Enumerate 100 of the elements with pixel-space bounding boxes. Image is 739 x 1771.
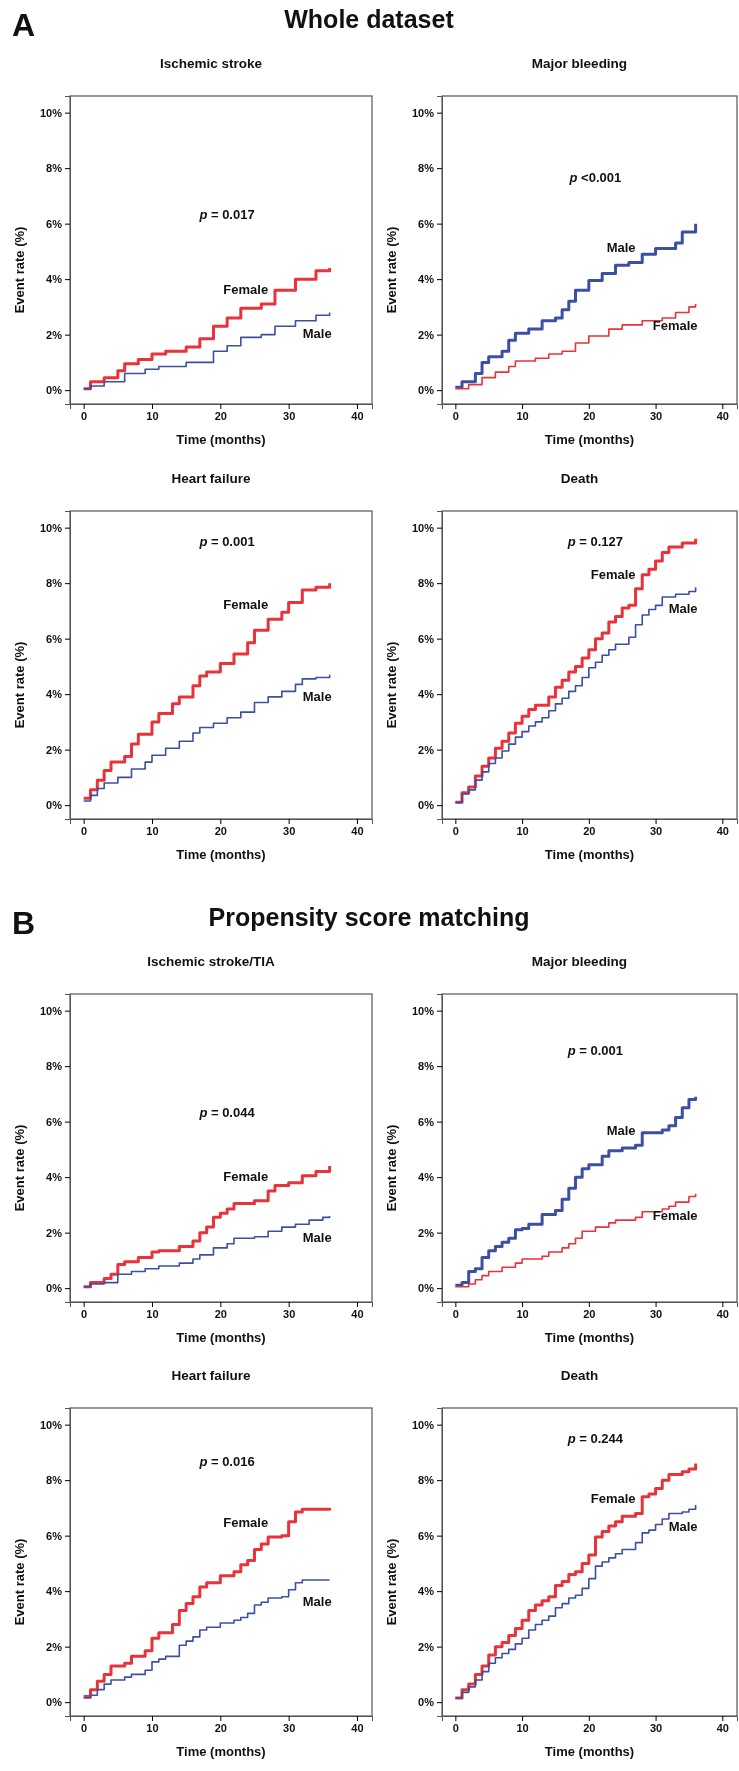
annotation: p = 0.016: [198, 1453, 255, 1469]
y-axis-title: Event rate (%): [12, 1124, 27, 1212]
y-axis-title: Event rate (%): [384, 226, 399, 314]
series-label: Female: [590, 566, 636, 582]
series-label: Female: [652, 318, 698, 334]
x-tick-label: 10: [516, 824, 529, 837]
x-tick-label: 20: [583, 824, 596, 837]
series-label: Male: [606, 1123, 636, 1139]
x-axis-title: Time (months): [544, 432, 635, 447]
y-tick-label: 4%: [46, 273, 63, 286]
x-tick-label: 30: [649, 1307, 663, 1320]
x-tick-label: 0: [81, 409, 88, 422]
text: B: [12, 905, 36, 941]
y-tick-label: 0%: [418, 1282, 435, 1295]
y-tick-label: 4%: [418, 273, 435, 286]
x-axis-title: Time (months): [544, 1744, 635, 1759]
x-tick-label: 40: [716, 1721, 729, 1734]
y-tick-label: 8%: [46, 1060, 63, 1073]
y-tick-label: 0%: [46, 1696, 63, 1709]
y-tick-label: 8%: [418, 1474, 435, 1487]
x-tick-label: 0: [81, 1721, 88, 1734]
x-tick-label: 30: [283, 1721, 296, 1734]
y-tick-label: 6%: [46, 217, 63, 230]
x-tick-label: 40: [351, 1721, 364, 1734]
x-axis-title: Time (months): [544, 847, 635, 862]
y-tick-label: 2%: [46, 328, 63, 341]
x-axis-title: Time (months): [544, 1330, 635, 1345]
series-label: Male: [606, 240, 636, 256]
series-label: Male: [302, 326, 332, 342]
y-tick-label: 0%: [46, 799, 63, 812]
y-tick-label: 4%: [46, 1585, 63, 1598]
y-tick-label: 0%: [418, 384, 435, 397]
y-tick-label: 2%: [418, 1640, 435, 1653]
y-tick-label: 4%: [46, 688, 63, 701]
x-tick-label: 30: [283, 409, 296, 422]
series-label: Female: [223, 1169, 269, 1185]
y-tick-label: 4%: [418, 1585, 435, 1598]
x-tick-label: 10: [516, 1721, 529, 1734]
y-tick-label: 10%: [39, 1418, 63, 1431]
series-label: Female: [223, 282, 269, 298]
y-tick-label: 2%: [418, 743, 435, 756]
x-tick-label: 20: [583, 1307, 596, 1320]
chart-title: Heart failure: [171, 471, 251, 486]
x-tick-label: 0: [452, 1307, 459, 1320]
x-tick-label: 10: [516, 1307, 529, 1320]
x-tick-label: 0: [452, 824, 459, 837]
x-tick-label: 10: [146, 1307, 159, 1320]
y-tick-label: 4%: [46, 1171, 63, 1184]
chart-title: Heart failure: [171, 1368, 251, 1383]
y-tick-label: 10%: [411, 521, 435, 534]
x-tick-label: 20: [214, 1721, 227, 1734]
y-tick-label: 0%: [46, 384, 63, 397]
x-tick-label: 40: [351, 1307, 364, 1320]
annotation: p = 0.001: [198, 534, 255, 549]
chart-title: Ischemic stroke: [159, 56, 263, 71]
annotation: p = 0.001: [566, 1042, 624, 1058]
y-tick-label: 0%: [418, 799, 435, 812]
chart-title: Death: [560, 1368, 599, 1383]
series-label: Female: [223, 597, 269, 613]
chart-title: Ischemic stroke/TIA: [147, 954, 276, 969]
series-label: Male: [668, 601, 698, 617]
text: A: [12, 7, 36, 43]
y-tick-label: 10%: [411, 1004, 435, 1017]
y-tick-label: 8%: [418, 577, 435, 590]
y-tick-label: 6%: [418, 1115, 435, 1128]
y-tick-label: 8%: [418, 1060, 435, 1073]
y-axis-title: Event rate (%): [384, 1538, 399, 1626]
series-label: Male: [668, 1519, 698, 1535]
x-tick-label: 0: [81, 1307, 88, 1320]
y-tick-label: 8%: [46, 1474, 63, 1487]
y-tick-label: 6%: [46, 1115, 63, 1128]
y-axis-title: Event rate (%): [12, 226, 27, 314]
y-tick-label: 6%: [418, 1529, 435, 1542]
x-axis-title: Time (months): [176, 1744, 266, 1759]
x-tick-label: 20: [214, 409, 227, 422]
series-label: Female: [590, 1491, 636, 1507]
x-tick-label: 10: [146, 824, 159, 837]
annotation: p = 0.244: [566, 1431, 624, 1446]
y-tick-label: 6%: [418, 632, 435, 645]
y-tick-label: 2%: [418, 328, 435, 341]
y-tick-label: 8%: [46, 577, 63, 590]
x-tick-label: 0: [81, 824, 88, 837]
y-tick-label: 8%: [46, 162, 63, 175]
x-tick-label: 30: [649, 824, 663, 837]
annotation: p = 0.127: [566, 534, 624, 549]
y-axis-title: Event rate (%): [384, 641, 399, 729]
x-tick-label: 0: [452, 409, 459, 422]
y-tick-label: 8%: [418, 162, 435, 175]
y-tick-label: 4%: [418, 1171, 435, 1184]
series-label: Male: [302, 688, 332, 704]
y-tick-label: 10%: [39, 521, 63, 534]
x-tick-label: 20: [214, 824, 227, 837]
y-tick-label: 6%: [46, 632, 63, 645]
y-axis-title: Event rate (%): [384, 1124, 399, 1212]
series-label: Female: [652, 1207, 698, 1223]
y-tick-label: 6%: [46, 1529, 63, 1542]
x-axis-title: Time (months): [176, 432, 266, 447]
y-axis-title: Event rate (%): [12, 641, 27, 729]
x-tick-label: 30: [283, 1307, 296, 1320]
y-tick-label: 10%: [39, 106, 63, 119]
